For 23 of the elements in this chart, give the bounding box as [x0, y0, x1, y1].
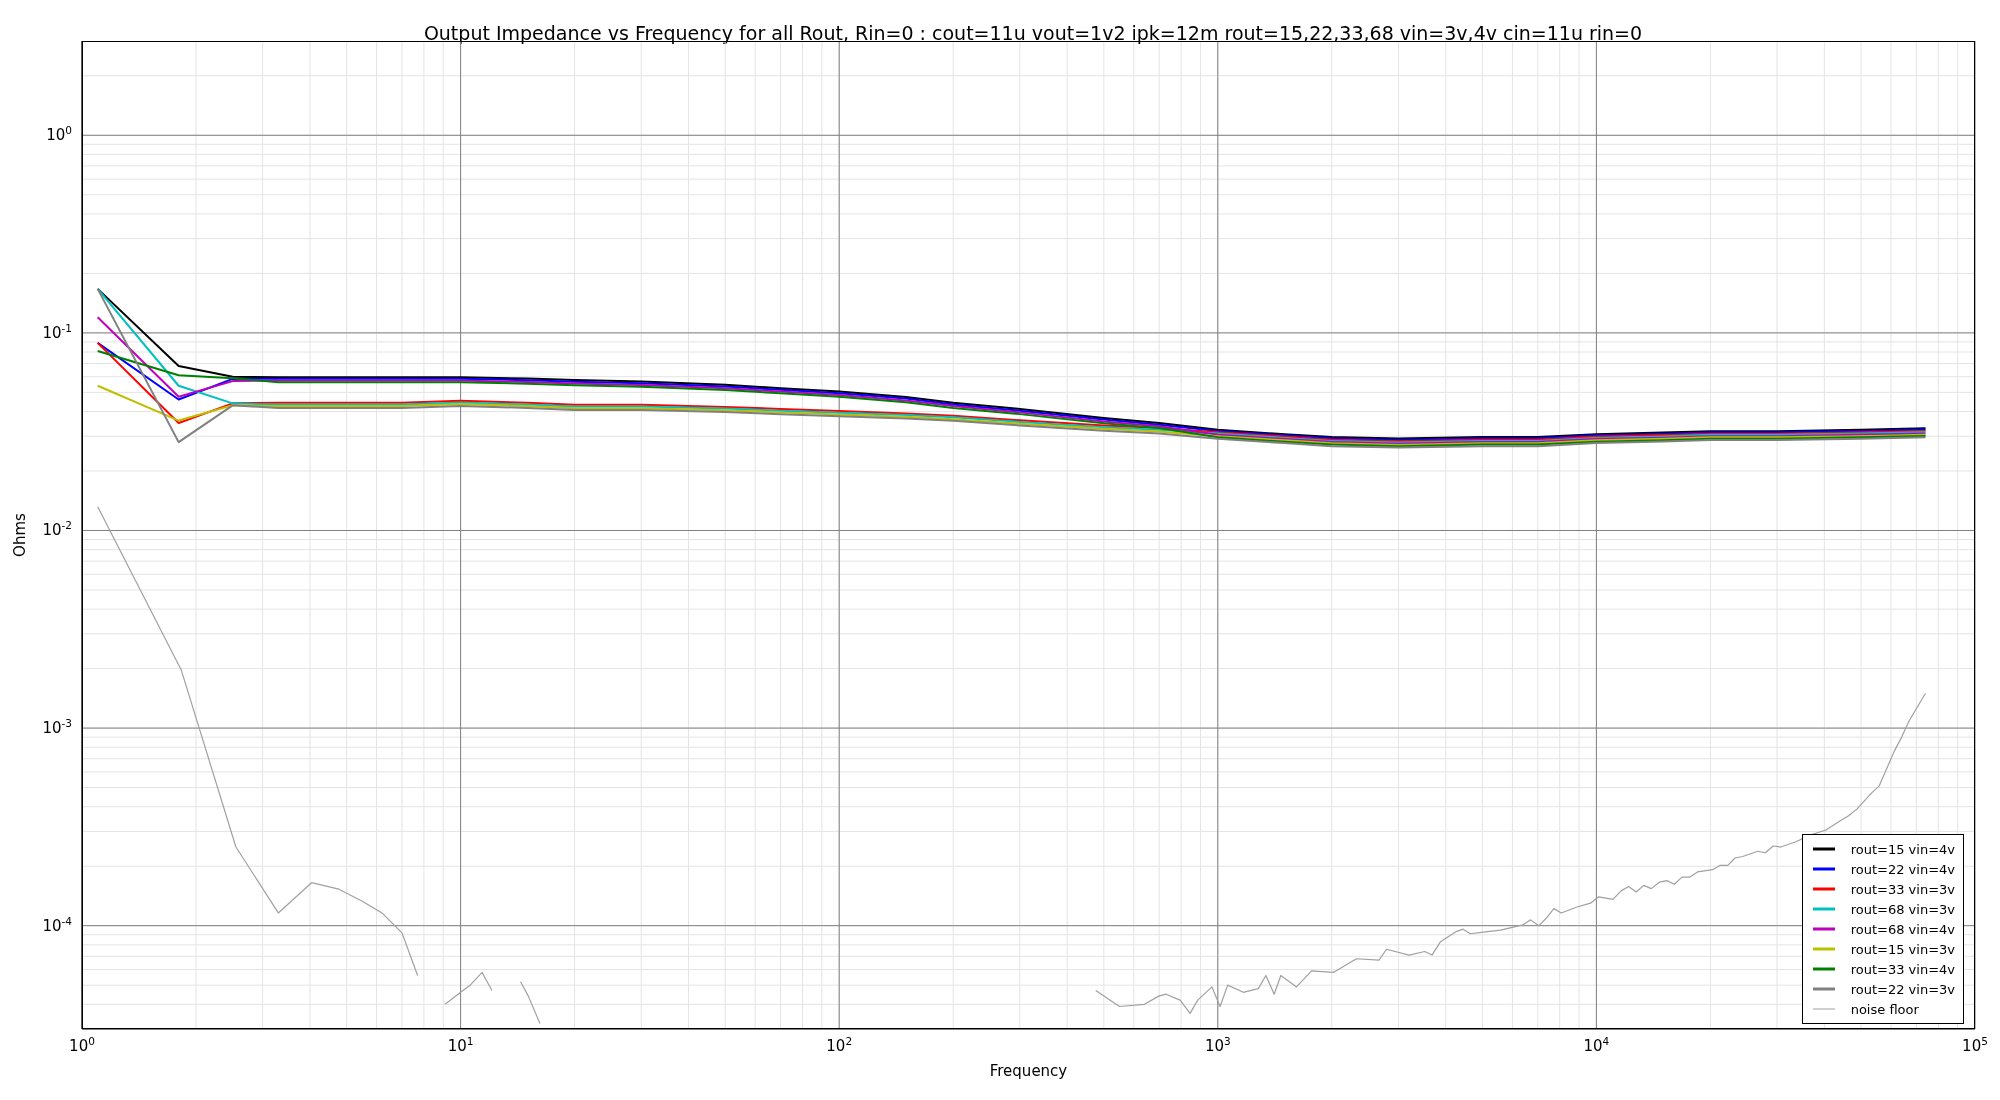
legend-label: rout=33 vin=4v — [1850, 961, 1955, 977]
y-tick-label: 10$^{-1}$ — [42, 321, 72, 342]
y-tick-label: 10$^{-4}$ — [42, 914, 73, 935]
x-tick-label: 10$^{3}$ — [1204, 1035, 1231, 1055]
legend-label: noise floor — [1850, 1001, 1919, 1017]
y-tick-label: 10$^{-2}$ — [42, 519, 72, 540]
legend-label: rout=15 vin=3v — [1850, 941, 1955, 957]
y-tick-label: 10$^{-3}$ — [42, 717, 72, 738]
legend-label: rout=33 vin=3v — [1850, 881, 1955, 897]
chart-title: Output Impedance vs Frequency for all Rout, Rin=0 : cout=11u vout=1v2 ipk=12m rout=15,22,33,68 vin=3v,4v cin=11u rin=0 — [422, 22, 1644, 44]
legend-label: rout=22 vin=3v — [1850, 981, 1955, 997]
x-tick-label: 10$^{0}$ — [69, 1035, 95, 1055]
x-tick-label: 10$^{4}$ — [1583, 1035, 1610, 1055]
y-tick-label: 10$^{0}$ — [46, 124, 72, 145]
x-tick-label: 10$^{2}$ — [826, 1035, 853, 1055]
legend-label: rout=68 vin=4v — [1850, 921, 1955, 937]
x-tick-label: 10$^{1}$ — [447, 1035, 474, 1055]
y-axis-title: Ohms — [11, 512, 30, 557]
x-axis-title: Frequency — [989, 1062, 1068, 1080]
legend-label: rout=15 vin=4v — [1850, 841, 1955, 857]
x-tick-label: 10$^{5}$ — [1962, 1035, 1988, 1055]
legend-label: rout=22 vin=4v — [1850, 861, 1955, 877]
legend-label: rout=68 vin=3v — [1850, 901, 1955, 917]
